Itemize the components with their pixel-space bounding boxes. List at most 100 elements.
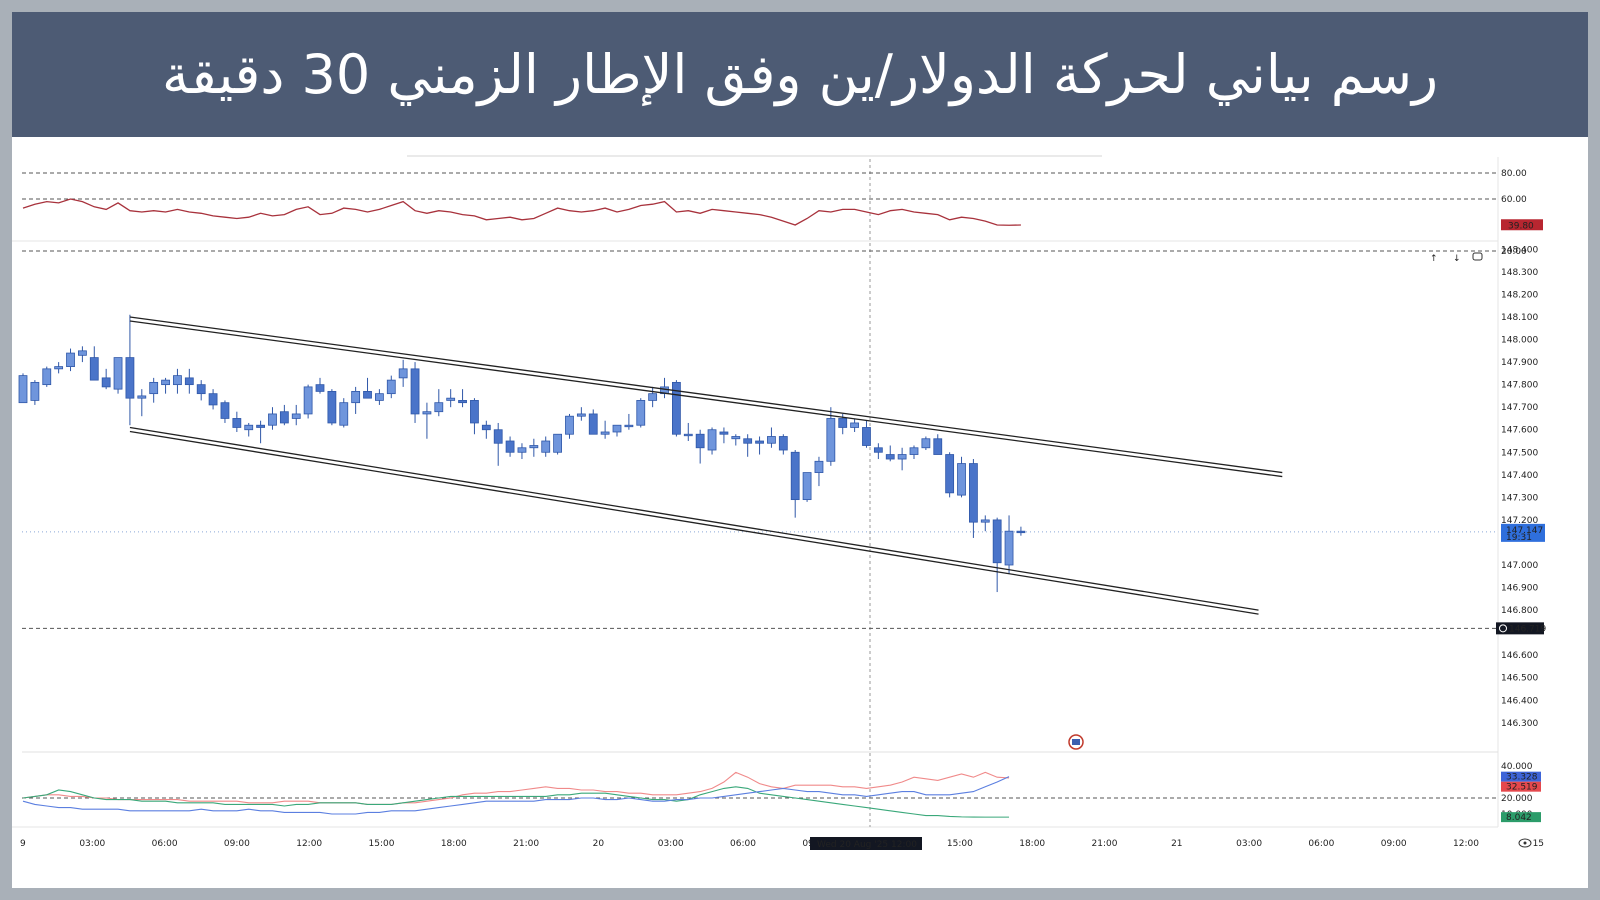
candle-body (517, 447, 527, 453)
time-tick-label: 03:00 (79, 839, 105, 849)
candle-body (279, 411, 289, 424)
dmi-value-label: 8.042 (1506, 813, 1532, 823)
trendline-lower (129, 426, 1259, 611)
price-tick-label: 146.500 (1501, 674, 1538, 684)
time-tick-label: 21:00 (1092, 839, 1118, 849)
candle-body (553, 433, 562, 453)
countdown-label: 19:31 (1506, 533, 1532, 543)
candle-body (113, 357, 123, 390)
candle-body (173, 375, 182, 386)
candle-body (458, 400, 467, 404)
candle-body (862, 427, 871, 446)
candle-body (184, 377, 194, 386)
candle-body (790, 451, 800, 501)
candle-body (636, 400, 646, 426)
time-tick-label: 06:00 (730, 839, 756, 849)
rsi-pane (22, 172, 1498, 252)
candle-body (767, 436, 776, 444)
candle-body (873, 447, 883, 453)
price-tick-label: 147.900 (1501, 358, 1538, 368)
candle-body (327, 390, 337, 424)
candle-body (885, 454, 895, 460)
candle-body (909, 447, 919, 455)
candle-body (422, 411, 432, 415)
candle-body (125, 357, 135, 399)
dmi-pane (22, 751, 1498, 818)
candle-body (351, 390, 361, 404)
candle-body (683, 433, 693, 437)
candle-body (161, 379, 170, 386)
last-price-badge (1501, 523, 1545, 542)
candle-body (529, 445, 539, 449)
candle-body (672, 381, 681, 435)
price-tick-label: 146.900 (1501, 584, 1538, 594)
time-tick-label: 20 (593, 839, 605, 849)
time-tick-label: 21 (1171, 839, 1182, 849)
time-tick-label: 12:00 (1453, 839, 1479, 849)
candle-body (78, 350, 87, 356)
rsi-value-badge (1501, 219, 1543, 231)
candle-body (137, 395, 147, 399)
price-chart[interactable]: 148.400 148.300 148.200 148.100 148.000 147.9… (12, 137, 1588, 888)
candle-body (493, 429, 503, 444)
candle-body (208, 393, 218, 406)
candle-body (220, 402, 230, 419)
candle-body (339, 402, 349, 426)
candle-body (850, 422, 859, 428)
candle-body (66, 352, 75, 367)
trendline-lower-inner (129, 430, 1259, 615)
time-tick-label: 18:00 (1019, 839, 1045, 849)
candle-body (42, 368, 52, 386)
time-tick-label: 09:00 (1381, 839, 1407, 849)
candle-body (969, 463, 978, 523)
candle-body (588, 413, 598, 435)
price-tick-label: 147.300 (1501, 493, 1538, 503)
time-tick-label: 18:00 (441, 839, 467, 849)
candle-body (624, 424, 634, 428)
candle-body (755, 440, 764, 444)
support-label: 146.719 (1509, 624, 1546, 634)
candle-body (398, 368, 408, 379)
time-tick-label: 03:00 (658, 839, 684, 849)
candle-body (434, 402, 444, 413)
price-tick-label: 147.400 (1501, 471, 1538, 481)
candle-body (232, 418, 242, 428)
rsi-value-label: 39.80 (1508, 221, 1534, 231)
candle-body (802, 472, 812, 501)
candle-body (576, 413, 586, 417)
candle-body (648, 393, 658, 401)
candle-body (612, 424, 622, 433)
eye-settings-icon-pupil (1523, 841, 1527, 845)
candle-body (18, 375, 28, 404)
price-tick-label: 148.300 (1501, 268, 1538, 278)
title-banner: رسم بياني لحركة الدولار/ين وفق الإطار ال… (12, 12, 1588, 137)
time-tick-label: 15 (1533, 839, 1544, 849)
candle-body (374, 393, 384, 401)
price-tick-label: 147.600 (1501, 426, 1538, 436)
crosshair-date-badge (810, 837, 922, 850)
candle-body (600, 431, 610, 435)
dmi-plus-line (22, 776, 1010, 815)
price-tick-label: 147.800 (1501, 381, 1538, 391)
candle-body (695, 433, 705, 449)
candle-body (481, 424, 491, 431)
price-tick-label: 148.400 (1501, 245, 1538, 255)
time-tick-label: 21:00 (513, 839, 539, 849)
us-flag-icon-field (1072, 739, 1080, 745)
price-tick-label: 146.800 (1501, 606, 1538, 616)
candle-body (30, 381, 40, 401)
rsi-tick-label: 20.00 (1501, 247, 1527, 257)
dmi-tick-label: 20.000 (1501, 794, 1533, 804)
dmi-minus-line (22, 771, 1010, 805)
candle-body (54, 366, 64, 370)
time-tick-label: 12:00 (296, 839, 322, 849)
price-tick-label: 146.400 (1501, 696, 1538, 706)
candle-body (149, 381, 159, 395)
candles-pane (18, 314, 1498, 750)
rsi-line (22, 198, 1021, 226)
candle-body (363, 390, 372, 399)
candle-body (743, 438, 753, 444)
candle-body (505, 440, 515, 453)
candle-body (565, 415, 574, 435)
candle-body (778, 436, 788, 451)
